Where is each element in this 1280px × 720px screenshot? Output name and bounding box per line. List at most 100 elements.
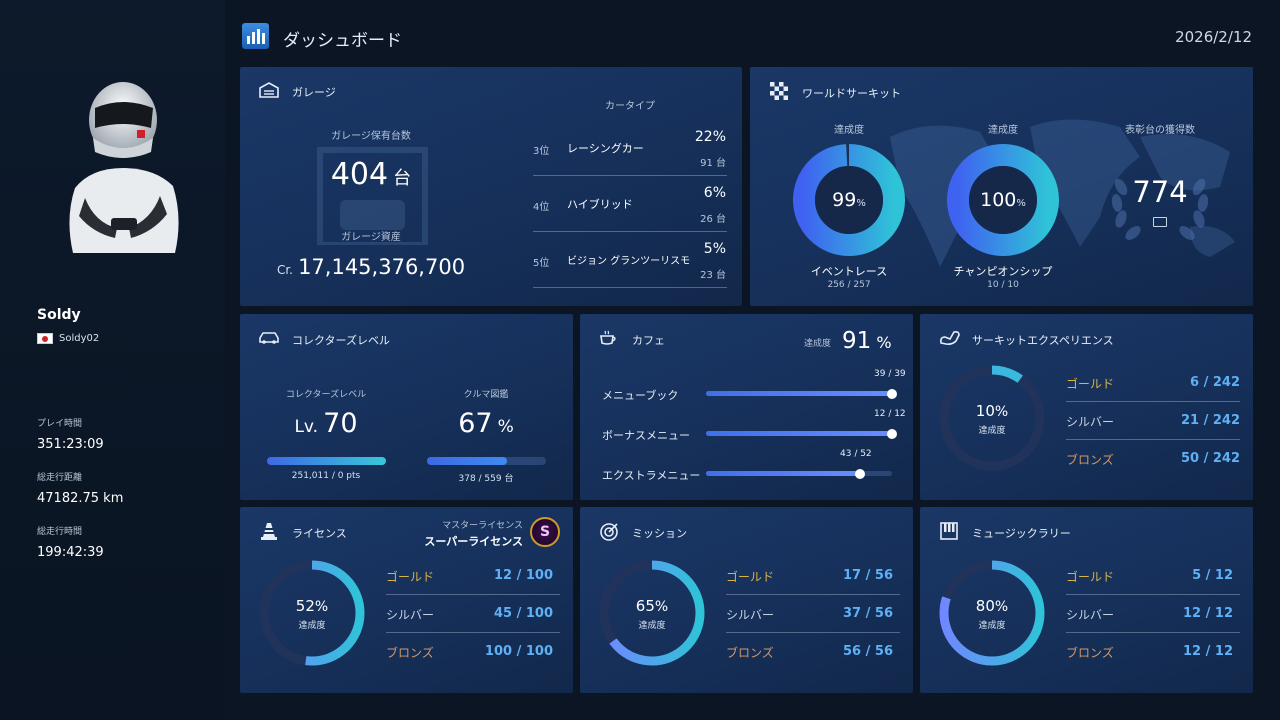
- car-book-progress: 378 / 559 台: [458, 474, 514, 484]
- circuit-experience-card[interactable]: サーキットエクスペリエンス 10% 達成度 ゴールド 6 / 242 シルバー …: [920, 314, 1253, 500]
- ring-arc: [939, 560, 1045, 666]
- music-rally-unit: %: [994, 598, 1009, 615]
- divider: [1066, 439, 1240, 440]
- profile-id-text: Soldy02: [59, 333, 100, 344]
- mission-rate-label: 達成度: [638, 620, 666, 631]
- bronze-label: ブロンズ: [1066, 453, 1114, 467]
- championship-progress: 10 / 10: [987, 280, 1019, 290]
- coffee-cup-icon: [598, 329, 620, 347]
- mission-card[interactable]: ミッション 65% 達成度 ゴールド 17 / 56 シルバー 37 / 56 …: [580, 507, 913, 693]
- car-type-count: 23 台: [700, 270, 726, 281]
- collector-level-value: 70: [323, 408, 358, 439]
- circuit-track-icon: [938, 329, 960, 347]
- distance-label: 総走行距離: [37, 473, 83, 483]
- cafe-rate-label: 達成度: [804, 339, 832, 349]
- gold-value: 12 / 100: [493, 568, 553, 583]
- podium-trophy-icon: [1153, 217, 1167, 227]
- garage-assets: Cr. 17,145,376,700: [240, 255, 502, 279]
- divider: [726, 594, 900, 595]
- championship-ring: 100%: [946, 143, 1060, 257]
- event-race-label: イベントレース: [810, 265, 888, 278]
- gold-label: ゴールド: [726, 570, 775, 584]
- driver-avatar: [69, 82, 179, 253]
- cafe-item-bar: [706, 388, 897, 399]
- play-time-value: 351:23:09: [37, 437, 104, 452]
- event-race-progress: 256 / 257: [827, 280, 871, 290]
- garage-count-value: 404: [330, 157, 389, 192]
- gold-label: ゴールド: [386, 570, 435, 584]
- car-book-bar-fill: [427, 457, 507, 465]
- car-type-rank: 4位: [533, 202, 550, 213]
- car-book-value: 67: [458, 408, 493, 439]
- divider: [726, 632, 900, 633]
- play-time-label: プレイ時間: [37, 419, 83, 429]
- license-card[interactable]: ライセンス マスターライセンス スーパーライセンス S 52% 達成度 ゴールド…: [240, 507, 573, 693]
- cafe-item-bar: [706, 428, 897, 439]
- podium-label: 表彰台の獲得数: [1125, 125, 1195, 136]
- cafe-item-bar-knob: [887, 428, 897, 439]
- divider: [533, 231, 727, 232]
- cafe-item-name: エクストラメニュー: [602, 469, 701, 482]
- ring-arc: [939, 365, 1045, 471]
- silver-value: 45 / 100: [493, 606, 553, 621]
- cafe-card[interactable]: カフェ 達成度 91 % メニューブック 39 / 39 ボーナスメニュー 12…: [580, 314, 913, 500]
- silver-label: シルバー: [726, 608, 775, 622]
- silver-label: シルバー: [386, 608, 435, 622]
- garage-assets-prefix: Cr.: [276, 263, 293, 277]
- mission-percent: 65: [635, 596, 655, 615]
- bronze-label: ブロンズ: [1066, 646, 1114, 660]
- car-type-count: 91 台: [700, 158, 726, 169]
- profile-id: Soldy02: [37, 333, 99, 344]
- ring-arc: [793, 144, 905, 256]
- cafe-item-progress: 39 / 39: [874, 369, 906, 379]
- bronze-value: 100 / 100: [484, 644, 553, 659]
- license-unit: %: [314, 598, 329, 615]
- mission-title: ミッション: [632, 527, 687, 540]
- divider: [533, 175, 727, 176]
- collector-level: Lv. 70: [266, 408, 386, 439]
- car-type-percent: 6%: [703, 185, 726, 201]
- gold-label: ゴールド: [1066, 377, 1115, 391]
- garage-count: 404 台: [240, 157, 502, 192]
- garage-title: ガレージ: [292, 86, 336, 99]
- world-circuit-card[interactable]: ワールドサーキット 達成度 99% イベントレース 256 / 257 達成度 …: [750, 67, 1253, 306]
- divider: [386, 632, 560, 633]
- bronze-value: 12 / 12: [1183, 644, 1233, 659]
- japan-flag-icon: [37, 333, 53, 344]
- page-title: ダッシュボード: [283, 31, 402, 51]
- profile-name: Soldy: [37, 307, 81, 323]
- license-ring: 52% 達成度: [256, 557, 368, 669]
- garage-icon: [258, 82, 280, 100]
- garage-count-label: ガレージ保有台数: [331, 131, 411, 142]
- garage-assets-value: 17,145,376,700: [298, 255, 466, 279]
- ring-arc: [259, 560, 365, 666]
- piano-keys-icon: [938, 522, 960, 540]
- laurel-wreath-icon: [1111, 178, 1209, 240]
- circuit-experience-percent: 10: [975, 401, 995, 420]
- distance-value: 47182.75 km: [37, 491, 124, 506]
- gold-value: 5 / 12: [1192, 568, 1233, 583]
- bronze-value: 50 / 242: [1180, 451, 1240, 466]
- collector-level-bar: [267, 457, 386, 465]
- silver-label: シルバー: [1066, 608, 1115, 622]
- championship-unit: %: [1016, 198, 1026, 209]
- garage-count-unit: 台: [393, 168, 412, 189]
- cafe-item-progress: 43 / 52: [840, 449, 872, 459]
- divider: [1066, 594, 1240, 595]
- bronze-value: 56 / 56: [843, 644, 893, 659]
- event-race-percent: 99: [832, 189, 857, 211]
- car-icon: [258, 330, 280, 348]
- music-rally-percent: 80: [975, 596, 995, 615]
- silver-value: 37 / 56: [843, 606, 893, 621]
- license-percent: 52: [295, 596, 315, 615]
- music-rally-card[interactable]: ミュージックラリー 80% 達成度 ゴールド 5 / 12 シルバー 12 / …: [920, 507, 1253, 693]
- garage-bg-icon: [317, 147, 428, 245]
- car-book: 67 %: [426, 408, 546, 439]
- bronze-label: ブロンズ: [726, 646, 774, 660]
- podium-value: 774: [1132, 175, 1188, 209]
- circuit-experience-rate-label: 達成度: [978, 425, 1006, 436]
- garage-card[interactable]: ガレージ ガレージ保有台数 404 台 ガレージ資産 Cr. 17,145,37…: [240, 67, 742, 306]
- collectors-title: コレクターズレベル: [292, 334, 391, 347]
- car-type-count: 26 台: [700, 214, 726, 225]
- collectors-card[interactable]: コレクターズレベル コレクターズレベル Lv. 70 251,011 / 0 p…: [240, 314, 573, 500]
